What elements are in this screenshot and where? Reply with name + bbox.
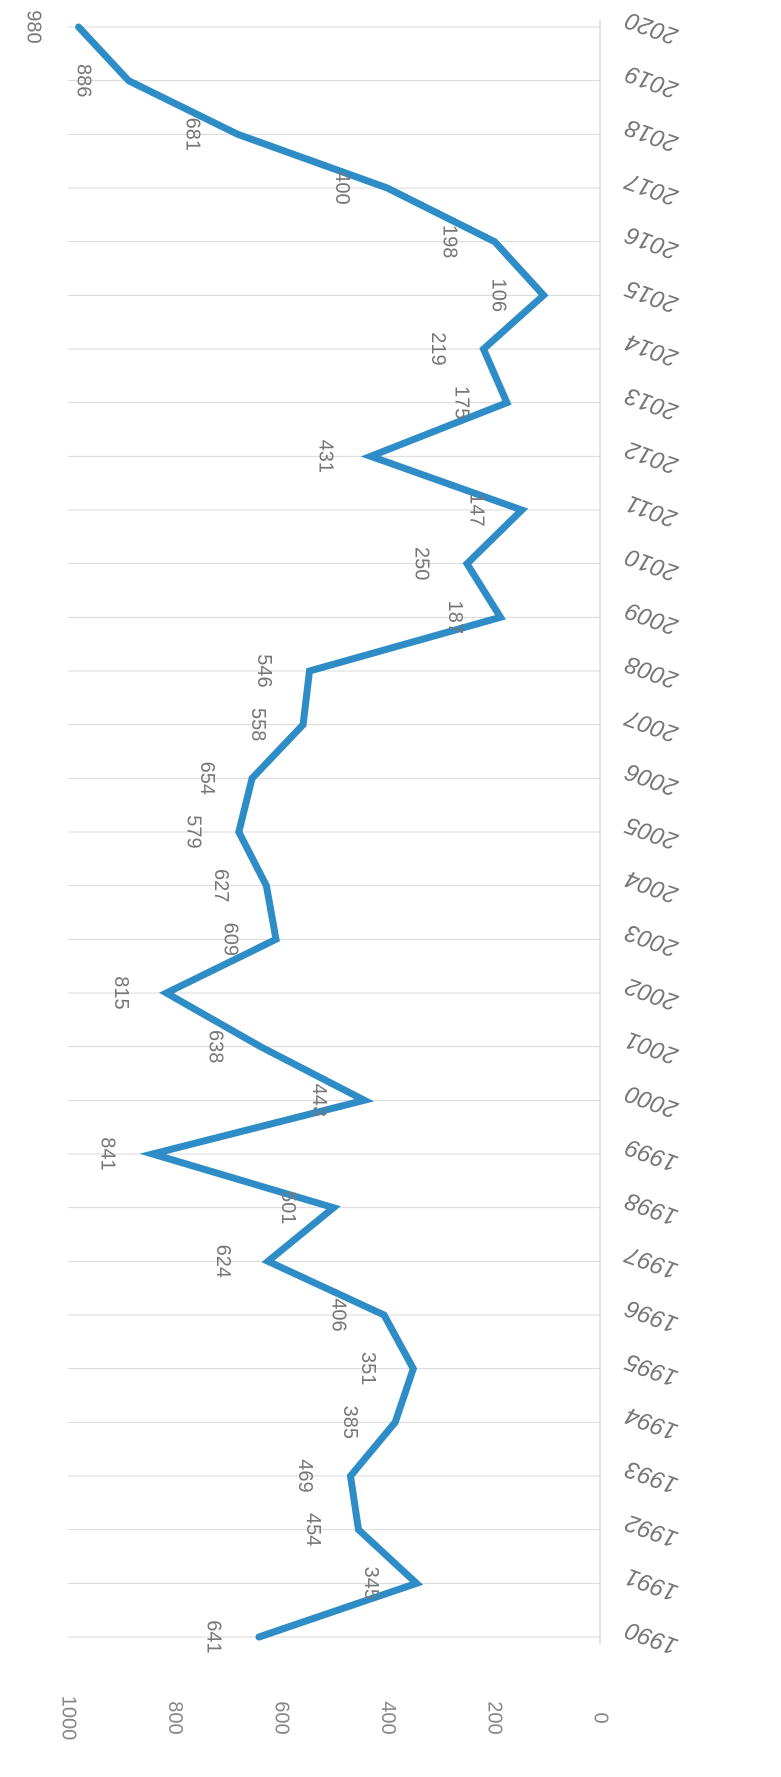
data-label-2006: 654 — [196, 762, 218, 795]
data-label-1996: 406 — [328, 1298, 350, 1331]
series-line-group — [75, 23, 549, 1641]
data-label-1998: 501 — [277, 1191, 299, 1224]
value-axis-tick-labels: 0 200 400 600 800 1000 — [58, 1696, 612, 1741]
data-label-2018: 681 — [181, 118, 203, 151]
data-label-2012: 431 — [314, 440, 336, 473]
data-label-2017: 400 — [331, 171, 353, 204]
data-label-2020: 980 — [22, 10, 44, 43]
value-tick-0: 0 — [590, 1712, 612, 1723]
data-label-2010: 250 — [411, 547, 433, 580]
data-label-1992: 454 — [302, 1513, 324, 1546]
data-label-2016: 198 — [438, 225, 460, 258]
data-label-2001: 638 — [204, 1030, 226, 1063]
data-label-2002: 815 — [110, 976, 132, 1009]
data-label-2019: 886 — [72, 64, 94, 97]
data-label-2014: 219 — [427, 332, 449, 365]
gridlines — [68, 19, 601, 1645]
value-tick-600: 600 — [271, 1701, 293, 1734]
value-tick-400: 400 — [377, 1701, 399, 1734]
data-label-2013: 175 — [451, 386, 473, 419]
data-label-1993: 469 — [294, 1459, 316, 1492]
value-tick-200: 200 — [483, 1701, 505, 1734]
data-label-1990: 641 — [203, 1620, 225, 1653]
data-label-2000: 443 — [308, 1084, 330, 1117]
data-label-2011: 147 — [466, 493, 488, 526]
data-label-2003: 609 — [220, 923, 242, 956]
data-labels: 641 345 454 469 385 351 406 624 501 841 443 638 815 6… — [22, 10, 509, 1653]
data-label-1995: 351 — [357, 1352, 379, 1385]
data-label-1997: 624 — [212, 1245, 234, 1278]
data-label-2015: 106 — [487, 279, 509, 312]
data-label-2008: 546 — [253, 654, 275, 687]
data-label-1991: 345 — [360, 1567, 382, 1600]
value-tick-1000: 1000 — [58, 1696, 80, 1741]
data-label-1994: 385 — [339, 1406, 361, 1439]
value-tick-800: 800 — [164, 1701, 186, 1734]
data-label-2007: 558 — [247, 708, 269, 741]
data-label-2005: 579 — [182, 815, 204, 848]
data-label-2009: 187 — [444, 601, 466, 634]
data-label-1999: 841 — [96, 1137, 118, 1170]
data-label-2004: 627 — [210, 869, 232, 902]
